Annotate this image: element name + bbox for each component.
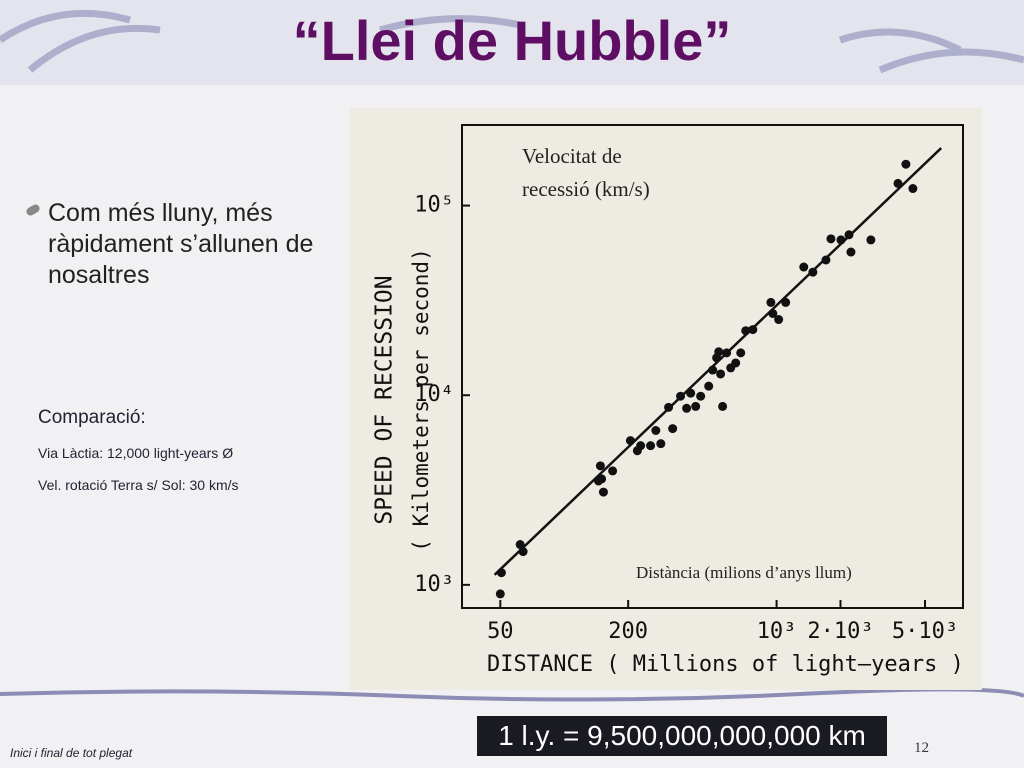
conversion-box: 1 l.y. = 9,500,000,000,000 km (477, 716, 887, 756)
y-tick-label: 10⁴ (414, 382, 454, 407)
data-point (893, 178, 903, 188)
data-point (781, 297, 791, 307)
y-axis-label: ( Kilometers per second) (409, 248, 433, 551)
data-point (866, 235, 876, 245)
y-tick-label: 10⁵ (414, 193, 454, 218)
data-point (808, 267, 818, 277)
data-point (774, 315, 784, 325)
annotation: recessió (km/s) (522, 177, 650, 201)
x-tick-label: 10³ (757, 619, 797, 644)
data-point (821, 255, 831, 265)
comparison-item: Vel. rotació Terra s/ Sol: 30 km/s (38, 477, 239, 493)
data-point (826, 234, 836, 244)
y-axis-label: SPEED OF RECESSION (372, 275, 398, 524)
bullet-text: Com més lluny, més ràpidament s’allunen … (48, 199, 314, 289)
data-point (632, 446, 642, 456)
x-tick-label: 50 (487, 619, 514, 644)
data-point (518, 547, 528, 557)
y-tick-label: 10³ (414, 572, 454, 597)
data-point (844, 230, 854, 240)
data-point (625, 436, 635, 446)
data-point (496, 568, 506, 578)
data-point (748, 325, 758, 335)
slide-title: “Llei de Hubble” (292, 9, 732, 72)
data-point (595, 461, 605, 471)
data-point (908, 184, 918, 194)
data-point (682, 403, 692, 413)
data-point (716, 369, 726, 379)
data-point (741, 326, 751, 336)
data-point (686, 388, 696, 398)
data-point (708, 365, 718, 375)
data-point (656, 439, 666, 449)
comparison-item: Via Làctia: 12,000 light-years Ø (38, 445, 234, 461)
footer-line (0, 687, 1024, 702)
data-point (598, 487, 608, 497)
data-point (691, 401, 701, 411)
data-point (901, 159, 911, 169)
data-point (768, 309, 778, 319)
data-point (594, 476, 604, 486)
data-point (608, 466, 618, 476)
data-point (836, 235, 846, 245)
chart-background (350, 108, 982, 690)
data-point (714, 347, 724, 357)
data-point (736, 348, 746, 358)
x-tick-label: 200 (608, 619, 648, 644)
data-point (799, 262, 809, 272)
x-tick-label: 2·10³ (807, 619, 873, 644)
page-number: 12 (914, 740, 929, 756)
data-point (495, 589, 505, 599)
data-point (731, 358, 741, 368)
header-swirl (0, 9, 1024, 74)
annotation: Distància (milions d’anys llum) (636, 563, 852, 582)
header-band (0, 0, 1024, 85)
data-point (766, 297, 776, 307)
data-point (651, 426, 661, 436)
data-point (676, 391, 686, 401)
data-point (646, 441, 656, 451)
data-point (722, 348, 732, 358)
annotation: Velocitat de (522, 144, 622, 168)
data-point (668, 424, 678, 434)
footer: Inici i final de tot plegat (10, 746, 133, 760)
x-tick-label: 5·10³ (892, 619, 958, 644)
data-point (704, 381, 714, 391)
data-point (718, 401, 728, 411)
data-point (515, 540, 525, 550)
data-point (696, 391, 706, 401)
data-point (664, 402, 674, 412)
x-axis-label: DISTANCE ( Millions of light–years ) (487, 652, 964, 677)
plot-frame (461, 124, 964, 609)
data-point (846, 247, 856, 257)
comparison-heading: Comparació: (38, 407, 146, 428)
chart: Velocitat de recessió (km/s) Distància (… (350, 108, 982, 690)
